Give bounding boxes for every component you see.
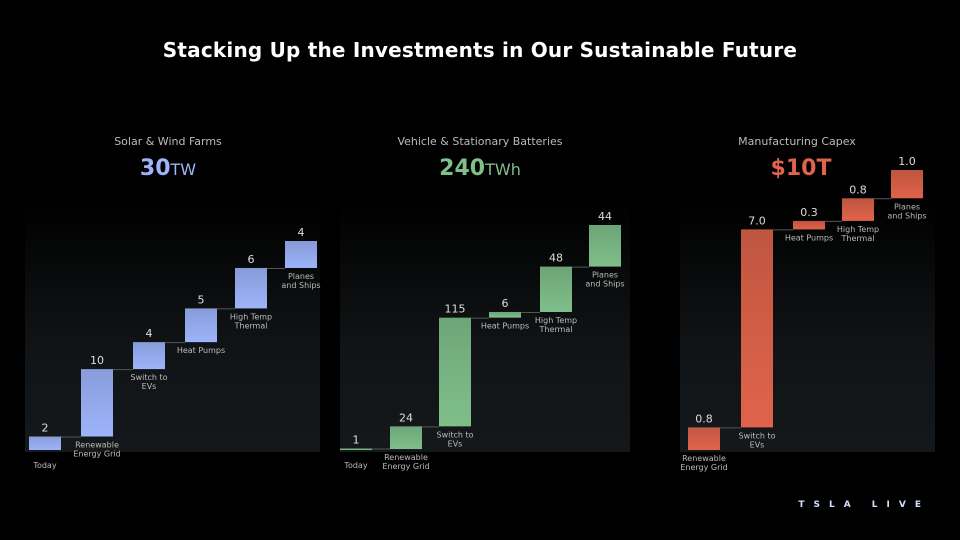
data-label: 1.0 [898,155,916,168]
bar [891,170,923,199]
panel-bg-solar [25,200,320,452]
bar [688,427,720,450]
chart-title-batteries: Vehicle & Stationary Batteries [397,135,563,148]
category-label: Renewable Energy Grid [382,453,429,471]
data-label: 4 [146,327,153,340]
data-label: 1 [353,434,360,447]
data-label: 7.0 [748,214,766,227]
category-label: Today [32,461,56,470]
data-label: 48 [549,252,563,265]
bar [29,436,61,450]
data-label: 5 [198,293,205,306]
category-label: Heat Pumps [481,322,529,331]
data-label: 0.8 [849,183,867,196]
bar [842,198,874,221]
bar [390,426,422,450]
bar [81,369,113,437]
total-batteries: 240TWh [439,156,521,181]
chart-title-capex: Manufacturing Capex [738,135,856,148]
total-solar: 30TW [139,156,197,181]
data-label: 24 [399,411,413,424]
bar [185,308,217,343]
tesla-live-logo: TSLA LIVE [798,500,930,510]
data-label: 115 [445,303,466,316]
category-label: High Temp Thermal [535,316,577,334]
bar [489,311,521,318]
bar [285,241,317,268]
data-label: 2 [42,422,49,435]
total-capex: $10T [770,156,832,181]
bar [340,448,372,450]
panel-bg-capex [680,200,935,452]
data-label: 0.3 [800,206,818,219]
chart-title-solar: Solar & Wind Farms [114,135,222,148]
bar [793,220,825,230]
category-label: Switch to EVs [738,431,775,449]
category-label: Heat Pumps [177,346,225,355]
data-label: 44 [598,210,612,223]
category-label: High Temp Thermal [230,312,272,330]
category-label: Renewable Energy Grid [73,441,120,459]
category-label: Planes and Ships [887,202,926,220]
panel-bg-batteries [340,200,630,452]
data-label: 6 [502,297,509,310]
category-label: Renewable Energy Grid [680,454,727,472]
bar [235,267,267,309]
bar [439,317,471,427]
category-label: Planes and Ships [281,272,320,290]
data-label: 4 [298,226,305,239]
category-label: Switch to EVs [130,373,167,391]
category-label: Switch to EVs [436,430,473,448]
category-label: Today [343,461,367,470]
data-label: 10 [90,354,104,367]
bar [741,229,773,428]
slide-title: Stacking Up the Investments in Our Susta… [162,38,798,62]
category-label: High Temp Thermal [837,225,879,243]
category-label: Planes and Ships [585,271,624,289]
bar [540,266,572,312]
bar [589,225,621,267]
bar [133,342,165,370]
category-label: Heat Pumps [785,233,833,242]
data-label: 0.8 [695,412,713,425]
data-label: 6 [248,253,255,266]
